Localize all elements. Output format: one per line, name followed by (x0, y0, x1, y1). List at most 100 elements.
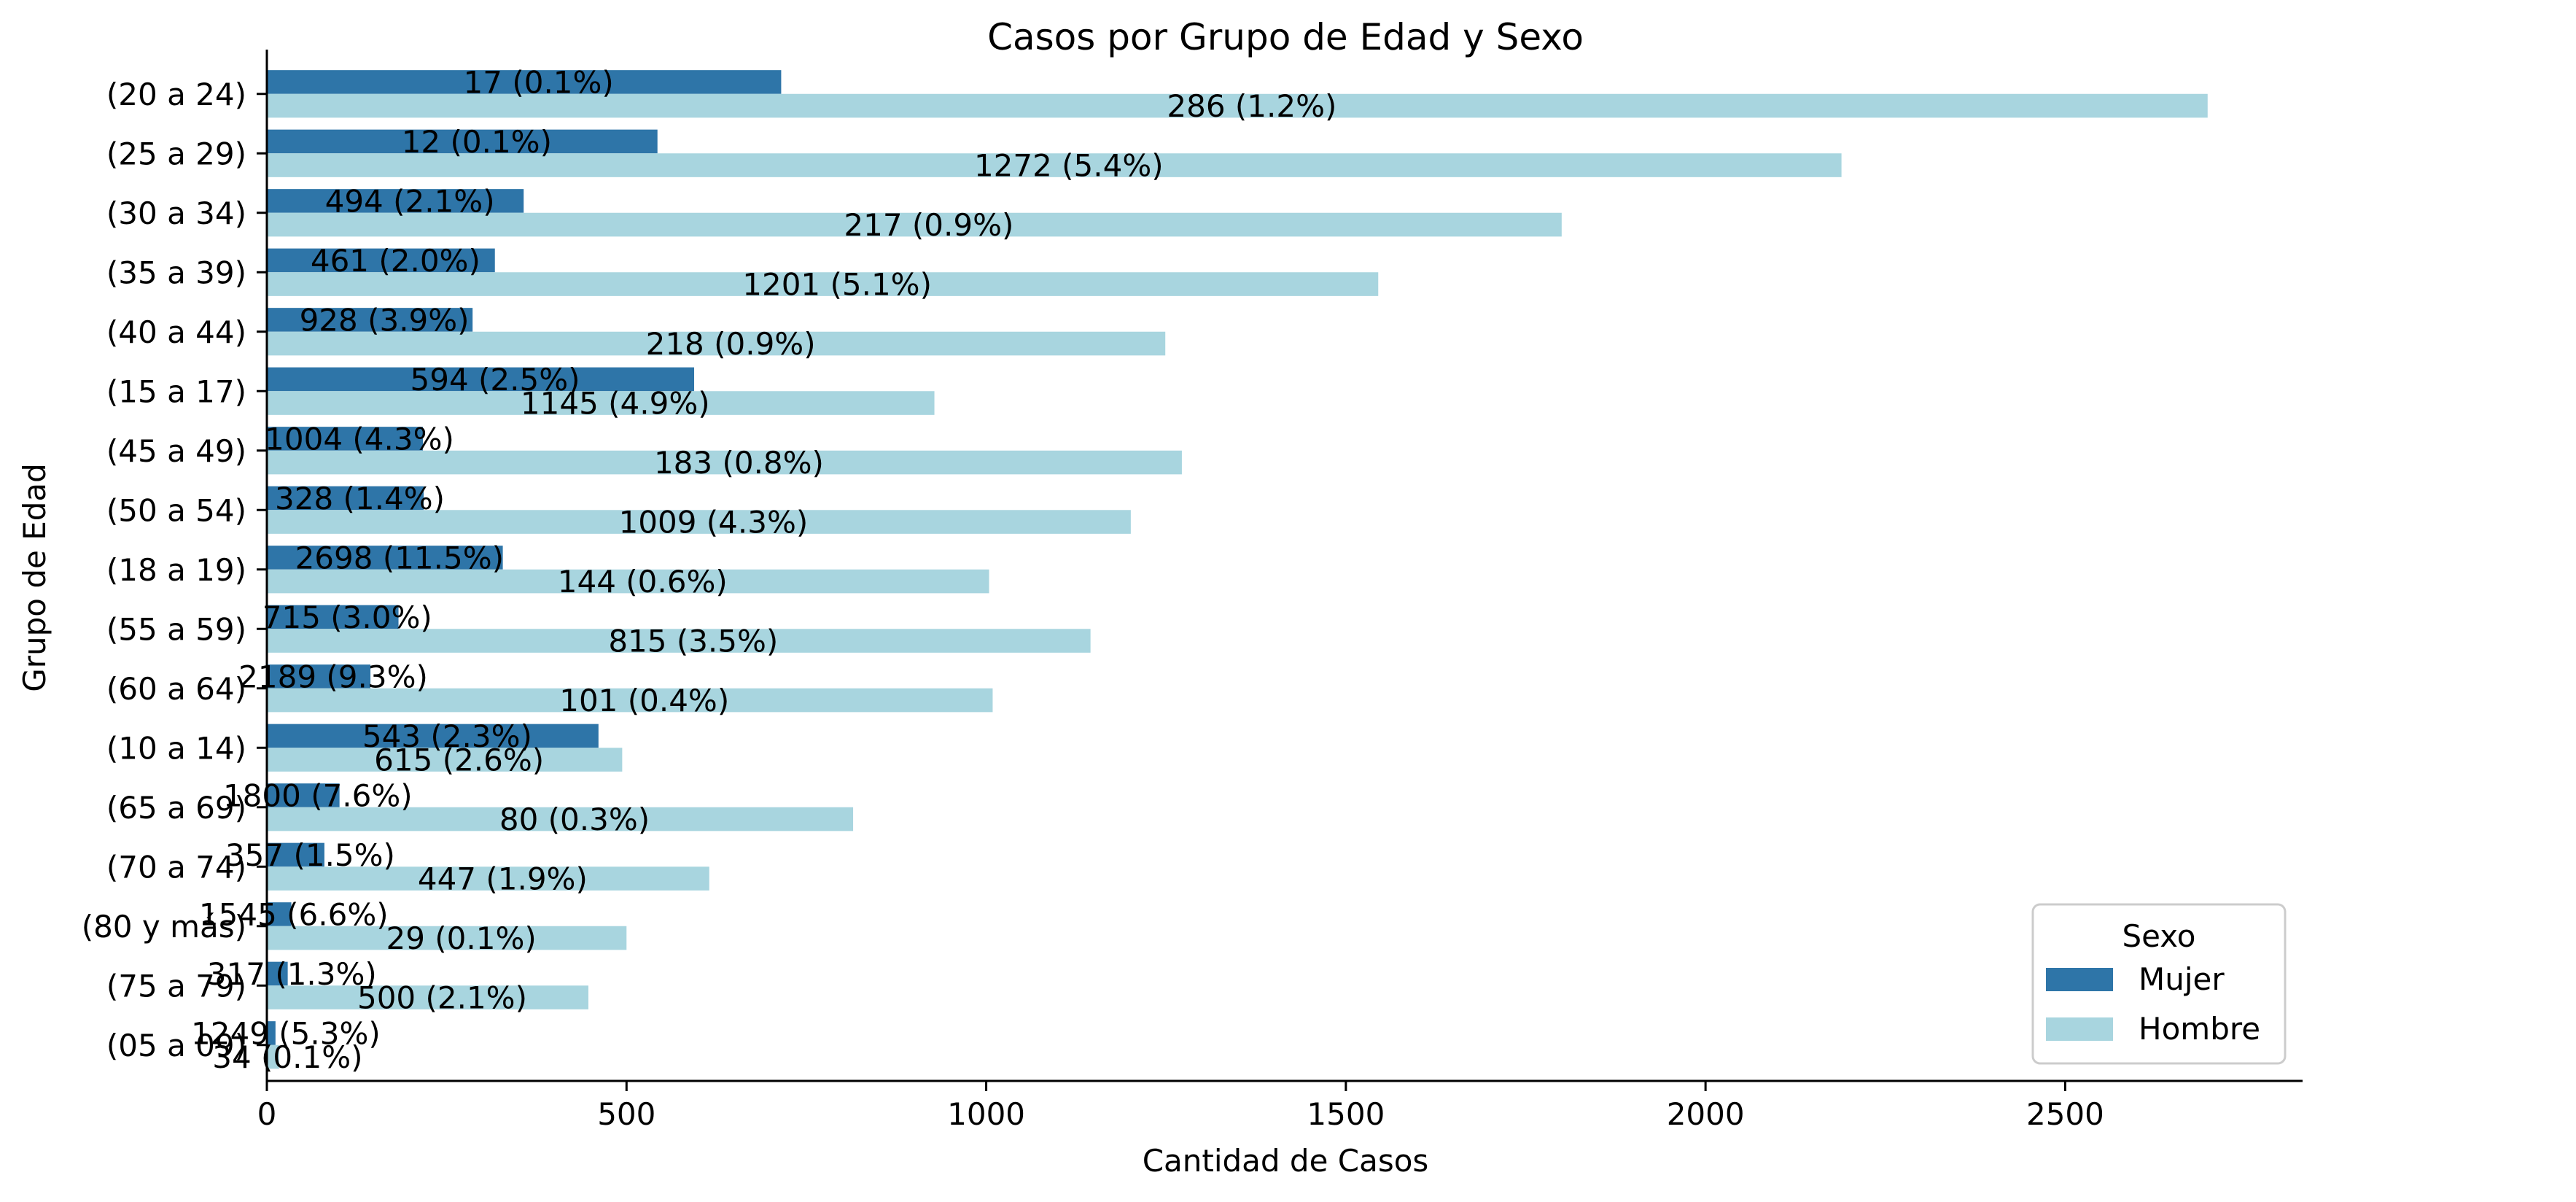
data-label: 1272 (5.4%) (974, 148, 1164, 184)
data-label: 815 (3.5%) (608, 624, 778, 659)
bars-layer (267, 70, 2208, 1069)
data-label: 218 (0.9%) (646, 326, 816, 362)
data-label: 2698 (11.5%) (295, 540, 504, 575)
data-label: 543 (2.3%) (362, 718, 532, 754)
x-tick-label: 2000 (1667, 1096, 1745, 1132)
bar-mujer-7 (267, 486, 424, 511)
y-tick-label: (55 a 59) (106, 611, 246, 647)
data-label: 29 (0.1%) (386, 920, 537, 956)
legend-swatch-hombre (2046, 1017, 2113, 1041)
data-label: 494 (2.1%) (325, 183, 495, 219)
data-label: 101 (0.4%) (559, 683, 729, 718)
bar-mujer-10 (267, 664, 371, 689)
data-label: 1545 (6.6%) (199, 896, 389, 932)
bar-mujer-5 (267, 367, 695, 392)
bar-hombre-12 (267, 807, 854, 831)
bar-mujer-4 (267, 308, 473, 332)
data-label: 715 (3.0%) (262, 600, 432, 635)
bar-mujer-15 (267, 961, 288, 986)
y-tick-label: (80 y más) (82, 909, 246, 945)
data-label: 80 (0.3%) (499, 802, 650, 837)
y-tick-label: (25 a 29) (106, 136, 246, 171)
y-tick-label: (50 a 54) (106, 492, 246, 528)
y-tick-label: (30 a 34) (106, 195, 246, 231)
data-label: 1009 (4.3%) (619, 505, 809, 540)
legend: Sexo Mujer Hombre (2031, 903, 2287, 1065)
y-tick-label: (70 a 74) (106, 849, 246, 885)
data-labels-layer: 17 (0.1%) 12 (0.1%) 494 (2.1%) 461 (2.0%) 92… (191, 64, 1336, 1075)
legend-swatch-mujer (2046, 968, 2113, 991)
bar-mujer-1 (267, 129, 658, 154)
x-tick-label: 2500 (2026, 1096, 2104, 1132)
data-label: 1145 (4.9%) (521, 386, 710, 422)
data-label: 615 (2.6%) (374, 742, 544, 778)
legend-label-mujer: Mujer (2139, 961, 2225, 997)
bar-mujer-11 (267, 724, 599, 748)
bar-hombre-4 (267, 331, 1166, 356)
data-label: 447 (1.9%) (418, 861, 588, 897)
bar-mujer-8 (267, 546, 503, 570)
data-label: 1004 (4.3%) (265, 421, 454, 457)
y-tick-label: (35 a 39) (106, 255, 246, 290)
data-label: 594 (2.5%) (410, 362, 580, 398)
y-tick-label: (40 a 44) (106, 314, 246, 350)
bar-mujer-0 (267, 70, 782, 94)
legend-label-hombre: Hombre (2139, 1011, 2260, 1047)
bar-hombre-8 (267, 569, 989, 594)
x-tick-label: 500 (597, 1096, 655, 1132)
bar-hombre-9 (267, 629, 1091, 653)
bar-hombre-6 (267, 450, 1182, 475)
data-label: 928 (3.9%) (300, 302, 470, 338)
x-axis-title: Cantidad de Casos (1143, 1143, 1429, 1179)
bar-hombre-2 (267, 212, 1562, 237)
data-label: 1800 (7.6%) (223, 778, 413, 813)
y-tick-label: (10 a 14) (106, 730, 246, 766)
bar-mujer-2 (267, 189, 524, 213)
data-label: 183 (0.8%) (654, 445, 824, 481)
bar-hombre-3 (267, 272, 1379, 296)
y-tick-label: (20 a 24) (106, 77, 246, 112)
y-tick-label: (05 a 09) (106, 1028, 246, 1063)
data-label: 17 (0.1%) (464, 64, 614, 100)
bar-hombre-0 (267, 93, 2208, 118)
x-axis: 0 500 1000 1500 2000 2500 (257, 1079, 2303, 1132)
y-tick-label: (75 a 79) (106, 968, 246, 1004)
bar-mujer-9 (267, 605, 399, 629)
y-tick-label: (60 a 64) (106, 671, 246, 707)
bar-hombre-16 (267, 1044, 279, 1069)
data-label: 2189 (9.3%) (238, 659, 428, 694)
data-label: 217 (0.9%) (844, 207, 1013, 243)
data-label: 317 (1.3%) (207, 956, 377, 992)
y-tick-label: (15 a 17) (106, 373, 246, 409)
chart-title: Casos por Grupo de Edad y Sexo (987, 16, 1584, 58)
y-tick-label: (65 a 69) (106, 790, 246, 826)
data-label: 500 (2.1%) (357, 980, 527, 1016)
bar-mujer-16 (267, 1021, 276, 1045)
bar-hombre-11 (267, 748, 623, 772)
data-label: 1249 (5.3%) (191, 1015, 381, 1051)
x-tick-label: 1000 (947, 1096, 1025, 1132)
data-label: 461 (2.0%) (311, 243, 480, 279)
data-label: 1201 (5.1%) (742, 267, 932, 303)
bar-mujer-3 (267, 248, 495, 273)
bar-hombre-13 (267, 866, 709, 891)
data-label: 328 (1.4%) (275, 481, 445, 516)
data-label: 286 (1.2%) (1167, 88, 1336, 124)
bar-hombre-5 (267, 391, 935, 415)
bar-hombre-1 (267, 153, 1842, 177)
bar-hombre-7 (267, 510, 1131, 534)
data-label: 34 (0.1%) (212, 1039, 362, 1075)
data-label: 144 (0.6%) (558, 564, 728, 600)
bar-mujer-6 (267, 427, 424, 451)
y-axis: (20 a 24) (25 a 29) (30 a 34) (35 a 39) (40 … (82, 50, 268, 1081)
x-tick-label: 1500 (1307, 1096, 1385, 1132)
y-tick-label: (45 a 49) (106, 433, 246, 469)
bar-mujer-12 (267, 783, 340, 807)
data-label: 12 (0.1%) (402, 124, 552, 160)
bar-hombre-10 (267, 688, 993, 713)
bar-hombre-15 (267, 985, 588, 1009)
y-axis-title: Grupo de Edad (17, 463, 52, 692)
y-tick-label: (18 a 19) (106, 552, 246, 588)
